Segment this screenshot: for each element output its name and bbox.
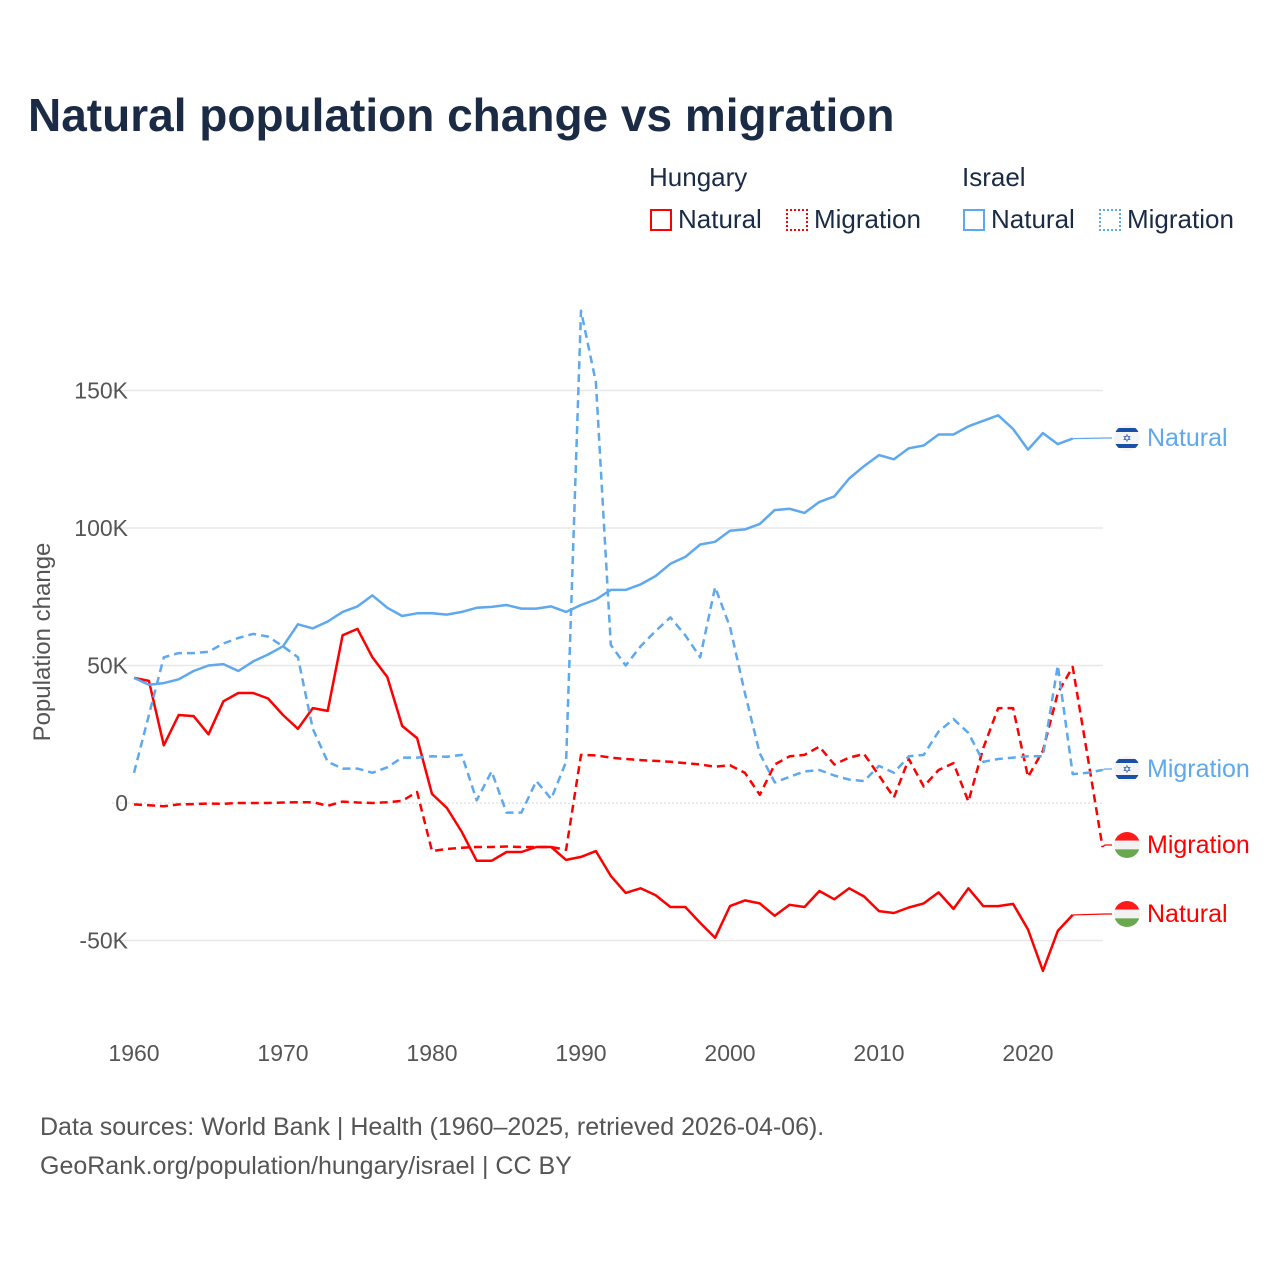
label-connector: [1102, 844, 1112, 848]
flag-body: ✡: [1114, 756, 1140, 782]
flag-body: [1114, 901, 1140, 927]
x-tick-label: 2020: [1002, 1040, 1053, 1066]
source-link[interactable]: GeoRank.org/population/hungary/israel | …: [40, 1152, 572, 1180]
flag-stripe-top: [1114, 428, 1140, 432]
y-tick-label: 150K: [74, 378, 128, 404]
label-connector: [1102, 768, 1112, 771]
source-line: Data sources: World Bank | Health (1960–…: [40, 1113, 825, 1141]
x-tick-label: 2010: [853, 1040, 904, 1066]
x-tick-label: 2000: [704, 1040, 755, 1066]
y-axis-label: Population change: [29, 543, 56, 742]
dotted-swatch-icon: [1099, 208, 1121, 231]
series-line-hungary-natural: [133, 627, 1074, 973]
flag-body: [1114, 832, 1140, 858]
solid-swatch-icon: [650, 208, 672, 231]
legend-hungary-migration[interactable]: Migration: [786, 204, 921, 235]
flag-stripe-red: [1114, 901, 1140, 910]
flag-body: ✡: [1114, 425, 1140, 451]
x-tick-label: 1970: [257, 1040, 308, 1066]
hungary-flag-icon: [1114, 901, 1140, 927]
legend-group-hungary: Hungary: [649, 162, 748, 192]
dotted-swatch-icon: [786, 208, 808, 231]
flag-stripe-top: [1114, 759, 1140, 763]
israel-flag-icon: ✡: [1114, 756, 1140, 782]
series-line-hungary-migration: [133, 665, 1104, 853]
y-tick-label: -50K: [79, 928, 128, 954]
series-end-label: Natural: [1147, 900, 1228, 928]
legend-israel-migration[interactable]: Migration: [1099, 204, 1234, 235]
y-tick-label: 50K: [87, 653, 129, 679]
series-line-israel-natural: [133, 414, 1074, 687]
label-connector: [1072, 437, 1112, 440]
label-connector: [1072, 913, 1112, 916]
line-chart: -50K 0 50K 100K 150K 1960 1970 1980 1990 2000 2010…: [29, 309, 1250, 1066]
chart-title: Natural population change vs migration: [28, 89, 895, 141]
solid-swatch-icon: [963, 208, 985, 231]
legend-label: Natural: [678, 204, 762, 234]
legend-label: Migration: [1127, 204, 1234, 234]
series-line-israel-migration: [132, 309, 1103, 814]
flag-stripe-white: [1114, 909, 1140, 919]
y-tick-label: 100K: [74, 515, 128, 541]
series-end-label: Natural: [1147, 424, 1228, 452]
flag-stripe-green: [1114, 918, 1140, 927]
legend-label: Natural: [991, 204, 1075, 234]
legend-group-israel: Israel: [962, 162, 1026, 192]
source-note: Data sources: World Bank | Health (1960–…: [40, 1108, 824, 1186]
israel-flag-icon: ✡: [1114, 425, 1140, 451]
legend-label: Migration: [814, 204, 921, 234]
x-tick-label: 1990: [555, 1040, 606, 1066]
x-tick-label: 1980: [406, 1040, 457, 1066]
series-end-label: Migration: [1147, 755, 1250, 783]
y-tick-label: 0: [115, 790, 128, 816]
legend-israel-natural[interactable]: Natural: [963, 204, 1075, 235]
flag-stripe-bottom: [1114, 775, 1140, 779]
flag-stripe-red: [1114, 832, 1140, 841]
star-of-david-icon: ✡: [1122, 764, 1131, 776]
flag-stripe-green: [1114, 849, 1140, 858]
flag-stripe-white: [1114, 840, 1140, 850]
series-end-label: Migration: [1147, 831, 1250, 859]
legend-hungary-natural[interactable]: Natural: [650, 204, 762, 235]
flag-stripe-bottom: [1114, 444, 1140, 448]
star-of-david-icon: ✡: [1122, 433, 1131, 445]
x-tick-label: 1960: [108, 1040, 159, 1066]
hungary-flag-icon: [1114, 832, 1140, 858]
